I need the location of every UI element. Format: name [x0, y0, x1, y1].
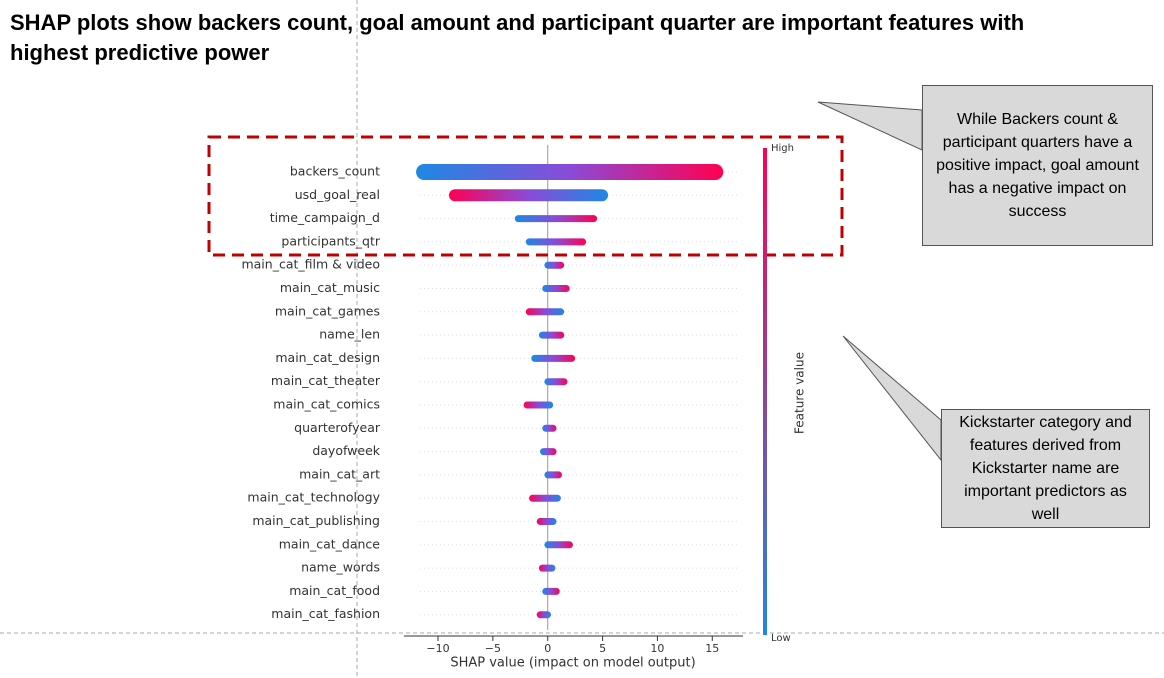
swarm — [529, 494, 561, 502]
swarm — [544, 261, 565, 269]
callout: Kickstarter category and features derive… — [941, 409, 1150, 528]
feature-label: main_cat_dance — [279, 536, 381, 551]
title: SHAP plots show backers count, goal amou… — [10, 10, 1025, 65]
feature-label: main_cat_games — [275, 303, 380, 318]
swarm — [525, 238, 587, 246]
plot: −10 −5 0 5 10 15 backers_count usd_goal_realtim… — [241, 145, 743, 655]
swarm — [542, 424, 557, 432]
callout: While Backers count & participant quarte… — [922, 85, 1153, 246]
swarm — [544, 471, 562, 479]
x-tick-label: 15 — [705, 642, 719, 655]
feature-label: main_cat_theater — [271, 373, 381, 388]
feature-label: main_cat_fashion — [271, 606, 380, 621]
feature-label: name_len — [319, 327, 380, 342]
swarm — [514, 215, 598, 223]
callout-pointer — [817, 101, 923, 151]
swarm — [531, 354, 576, 362]
feature-label: backers_count — [290, 164, 380, 179]
feature-label: main_cat_food — [289, 583, 380, 598]
swarm — [544, 541, 573, 549]
colorbar-high: High — [771, 143, 794, 154]
feature-label: name_words — [301, 560, 380, 575]
feature-label: quarterofyear — [294, 420, 381, 435]
colorbar — [763, 148, 767, 635]
feature-label: participants_qtr — [281, 233, 380, 248]
feature-label: main_cat_art — [299, 466, 380, 481]
swarm — [542, 587, 560, 595]
colorbar-label: Feature value — [793, 352, 807, 434]
x-tick-label: 0 — [544, 642, 551, 655]
swarm — [416, 164, 724, 180]
swarm — [544, 378, 568, 386]
feature-label: usd_goal_real — [295, 187, 380, 202]
highlight-box — [207, 135, 844, 257]
feature-label: main_cat_design — [275, 350, 380, 365]
swarm — [536, 611, 552, 619]
swarm — [448, 189, 609, 202]
feature-label: main_cat_technology — [247, 490, 380, 505]
x-tick-label: −10 — [426, 642, 449, 655]
x-tick-label: −5 — [485, 642, 501, 655]
swarm — [523, 401, 554, 409]
x-tick-label: 10 — [650, 642, 664, 655]
swarm — [536, 518, 557, 525]
swarm — [542, 285, 570, 292]
colorbar-low: Low — [771, 633, 791, 644]
feature-label: time_campaign_d — [270, 210, 380, 225]
swarm — [525, 308, 565, 316]
feature-label: main_cat_comics — [273, 397, 380, 412]
swarm — [538, 331, 565, 339]
swarm — [540, 448, 557, 456]
feature-label: dayofweek — [312, 443, 380, 458]
x-tick-label: 5 — [599, 642, 606, 655]
feature-label: main_cat_publishing — [252, 513, 380, 528]
callout-pointer — [842, 335, 942, 462]
feature-label: main_cat_music — [280, 280, 380, 295]
feature-label: main_cat_film & video — [241, 257, 380, 272]
x-axis-label: SHAP value (impact on model output) — [450, 656, 695, 671]
swarm — [538, 564, 556, 572]
